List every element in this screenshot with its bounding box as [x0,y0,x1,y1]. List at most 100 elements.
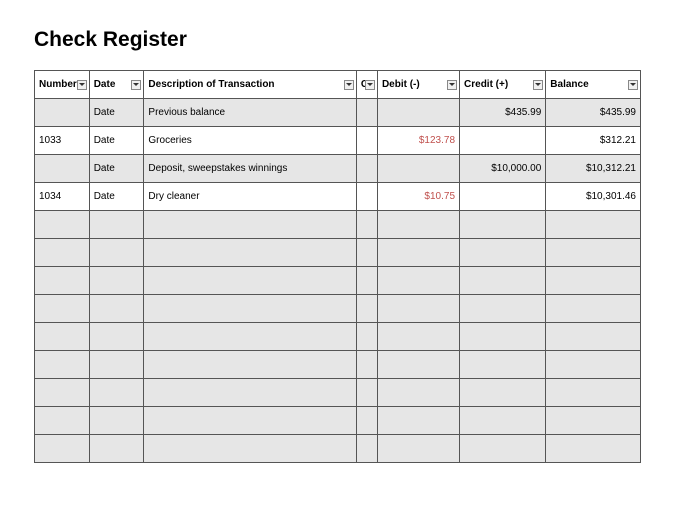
cell-empty[interactable] [35,267,90,295]
cell-empty[interactable] [377,407,459,435]
col-header-description[interactable]: Description of Transaction [144,71,357,99]
cell-empty[interactable] [460,379,546,407]
cell-empty[interactable] [144,267,357,295]
cell-empty[interactable] [89,267,144,295]
cell-empty[interactable] [460,267,546,295]
cell-desc[interactable]: Previous balance [144,99,357,127]
cell-empty[interactable] [546,239,641,267]
cell-c[interactable] [356,127,377,155]
cell-empty[interactable] [377,239,459,267]
cell-empty[interactable] [356,211,377,239]
cell-empty[interactable] [460,295,546,323]
filter-icon[interactable] [365,80,375,90]
cell-empty[interactable] [144,379,357,407]
filter-icon[interactable] [131,80,141,90]
cell-empty[interactable] [460,323,546,351]
cell-balance[interactable]: $435.99 [546,99,641,127]
cell-empty[interactable] [377,267,459,295]
table-row[interactable]: DateDeposit, sweepstakes winnings$10,000… [35,155,641,183]
col-header-c[interactable]: C [356,71,377,99]
cell-empty[interactable] [35,211,90,239]
cell-empty[interactable] [144,407,357,435]
cell-empty[interactable] [546,435,641,463]
cell-empty[interactable] [460,211,546,239]
cell-empty[interactable] [356,435,377,463]
cell-empty[interactable] [546,295,641,323]
cell-empty[interactable] [144,435,357,463]
table-row-empty[interactable] [35,295,641,323]
filter-icon[interactable] [344,80,354,90]
cell-credit[interactable] [460,183,546,211]
cell-balance[interactable]: $10,301.46 [546,183,641,211]
cell-empty[interactable] [356,239,377,267]
cell-empty[interactable] [546,407,641,435]
table-row[interactable]: 1033DateGroceries$123.78$312.21 [35,127,641,155]
cell-empty[interactable] [460,435,546,463]
cell-empty[interactable] [377,211,459,239]
cell-empty[interactable] [35,239,90,267]
table-row-empty[interactable] [35,435,641,463]
cell-c[interactable] [356,155,377,183]
cell-empty[interactable] [377,435,459,463]
cell-debit[interactable] [377,155,459,183]
cell-empty[interactable] [377,351,459,379]
cell-empty[interactable] [356,295,377,323]
filter-icon[interactable] [533,80,543,90]
cell-empty[interactable] [35,379,90,407]
filter-icon[interactable] [628,80,638,90]
cell-empty[interactable] [356,351,377,379]
cell-date[interactable]: Date [89,183,144,211]
table-row-empty[interactable] [35,407,641,435]
cell-empty[interactable] [144,239,357,267]
cell-desc[interactable]: Dry cleaner [144,183,357,211]
cell-empty[interactable] [144,323,357,351]
cell-empty[interactable] [89,239,144,267]
cell-empty[interactable] [546,351,641,379]
table-row[interactable]: DatePrevious balance $435.99$435.99 [35,99,641,127]
cell-empty[interactable] [35,407,90,435]
cell-debit[interactable]: $123.78 [377,127,459,155]
cell-empty[interactable] [546,379,641,407]
cell-number[interactable] [35,99,90,127]
cell-empty[interactable] [460,407,546,435]
cell-number[interactable] [35,155,90,183]
cell-empty[interactable] [144,295,357,323]
cell-empty[interactable] [546,211,641,239]
cell-empty[interactable] [89,211,144,239]
cell-c[interactable] [356,183,377,211]
cell-empty[interactable] [144,211,357,239]
cell-balance[interactable]: $10,312.21 [546,155,641,183]
table-row-empty[interactable] [35,379,641,407]
table-row-empty[interactable] [35,211,641,239]
table-row-empty[interactable] [35,239,641,267]
table-row-empty[interactable] [35,267,641,295]
cell-desc[interactable]: Groceries [144,127,357,155]
cell-empty[interactable] [35,295,90,323]
cell-debit[interactable]: $10.75 [377,183,459,211]
cell-empty[interactable] [35,351,90,379]
table-row-empty[interactable] [35,323,641,351]
cell-empty[interactable] [356,379,377,407]
col-header-credit[interactable]: Credit (+) [460,71,546,99]
cell-empty[interactable] [356,267,377,295]
cell-empty[interactable] [377,295,459,323]
cell-credit[interactable]: $10,000.00 [460,155,546,183]
cell-credit[interactable]: $435.99 [460,99,546,127]
cell-empty[interactable] [89,435,144,463]
cell-date[interactable]: Date [89,155,144,183]
cell-empty[interactable] [356,323,377,351]
cell-date[interactable]: Date [89,99,144,127]
cell-number[interactable]: 1033 [35,127,90,155]
col-header-balance[interactable]: Balance [546,71,641,99]
cell-empty[interactable] [356,407,377,435]
cell-empty[interactable] [35,435,90,463]
col-header-date[interactable]: Date [89,71,144,99]
cell-empty[interactable] [89,379,144,407]
cell-empty[interactable] [35,323,90,351]
cell-c[interactable] [356,99,377,127]
cell-credit[interactable] [460,127,546,155]
cell-empty[interactable] [144,351,357,379]
cell-debit[interactable] [377,99,459,127]
cell-date[interactable]: Date [89,127,144,155]
filter-icon[interactable] [447,80,457,90]
